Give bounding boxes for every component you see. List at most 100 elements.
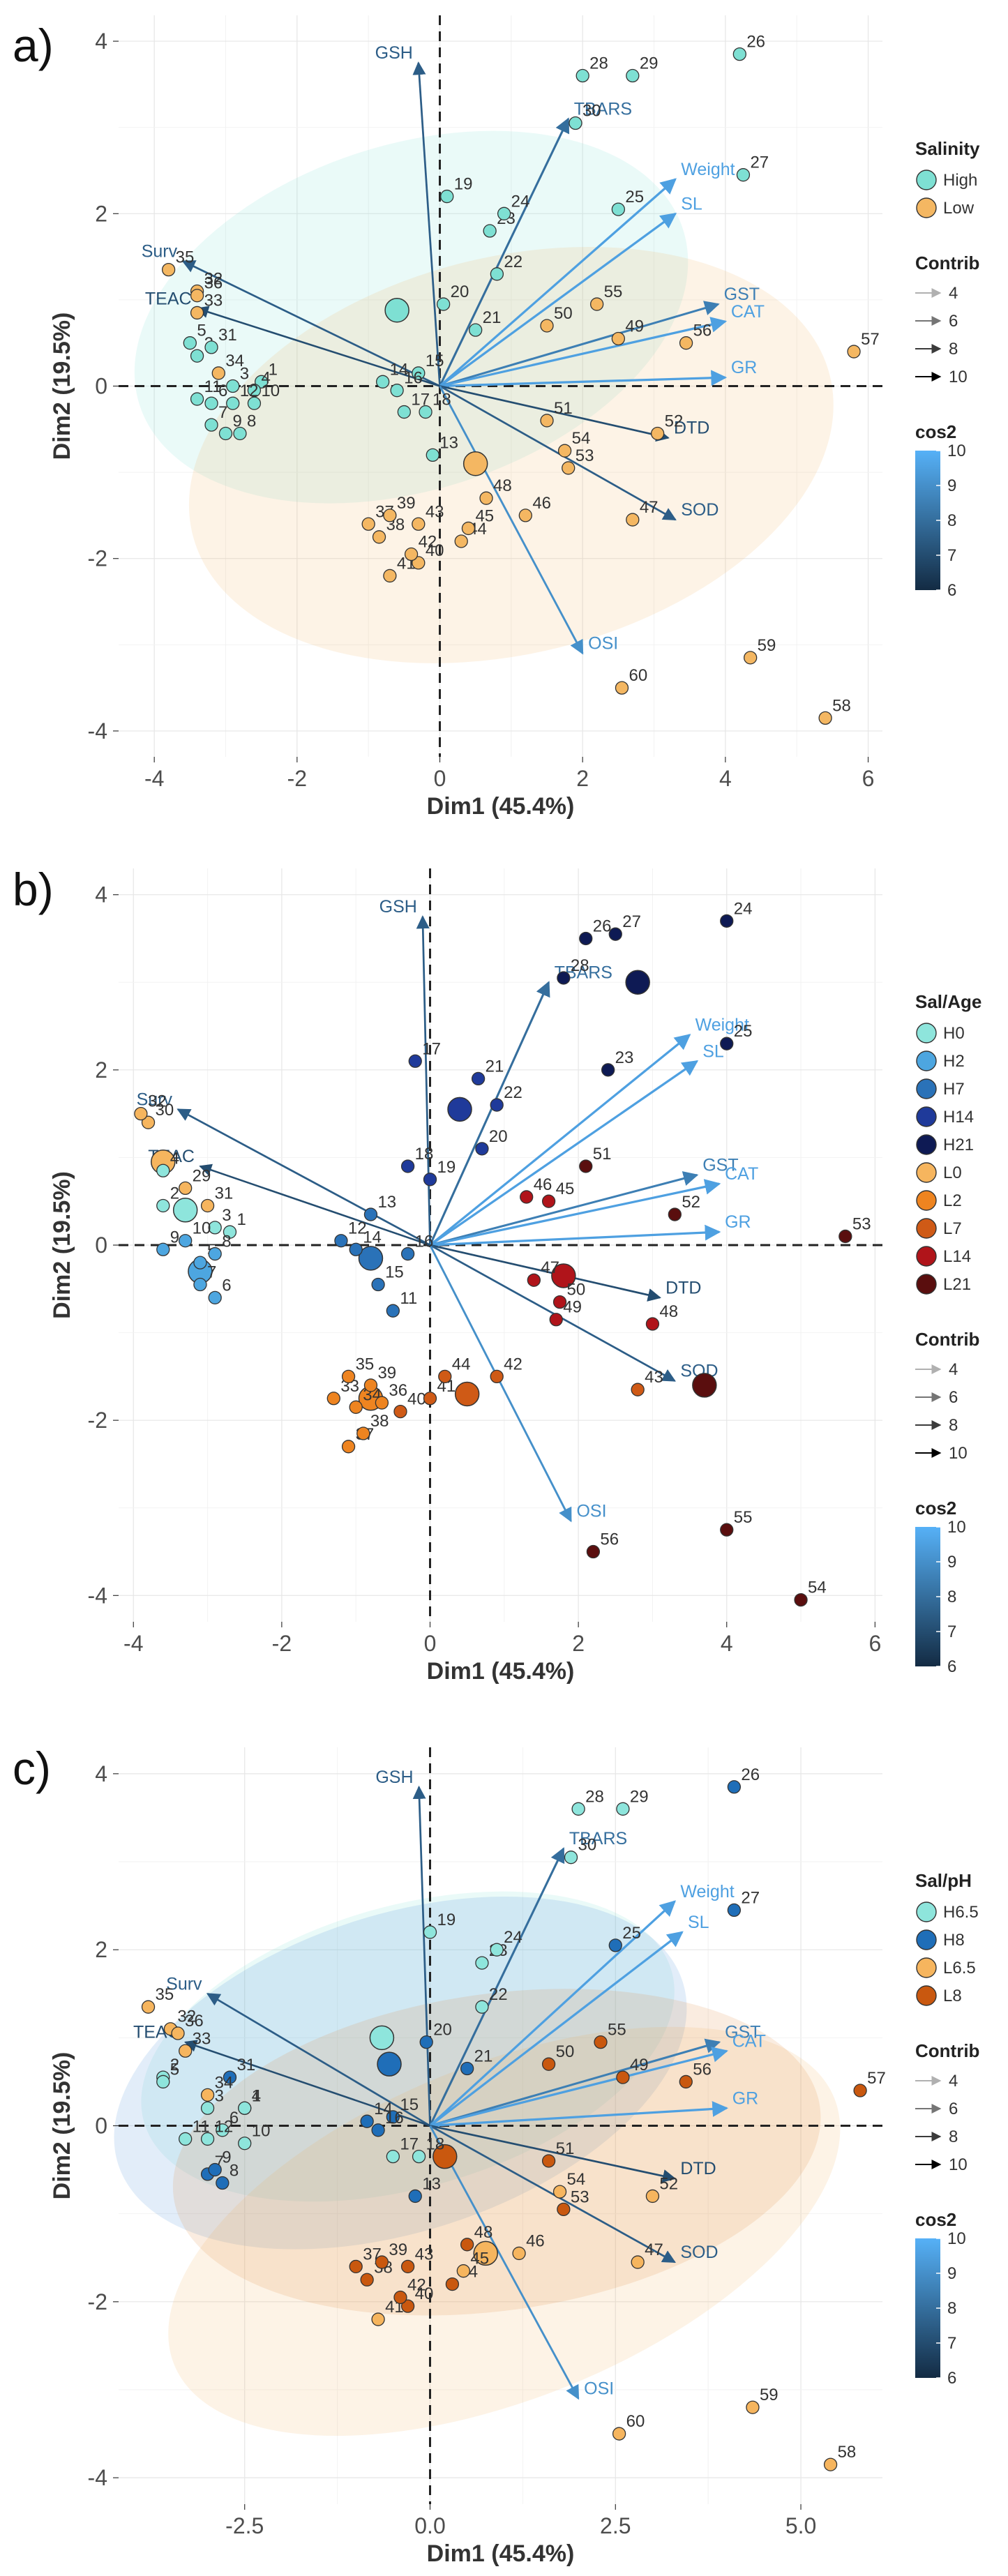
variable-label-surv: Surv <box>137 1090 173 1109</box>
data-point <box>847 345 861 359</box>
data-point <box>408 1054 422 1068</box>
data-point <box>393 2290 407 2305</box>
data-point <box>853 2084 867 2097</box>
variable-arrow-sl <box>429 1931 684 2127</box>
variable-arrow-weight <box>439 178 677 387</box>
data-point <box>375 375 390 389</box>
data-point-label: 18 <box>426 2135 445 2154</box>
data-point-label: 36 <box>389 1381 407 1400</box>
legend-cos2-title: cos2 <box>915 1498 956 1519</box>
variable-arrow-cat <box>439 317 728 388</box>
y-tick-label: 2 <box>95 1937 107 1962</box>
data-point-label: 48 <box>659 1302 678 1321</box>
data-point-label: 54 <box>567 2170 586 2189</box>
data-point-label: 6 <box>222 1276 231 1295</box>
legend-cos2-label: 7 <box>947 1622 956 1641</box>
data-point <box>423 1925 437 1939</box>
data-point-label: 23 <box>615 1048 634 1067</box>
variable-label-gst: GST <box>702 1156 738 1175</box>
data-point <box>490 1098 504 1112</box>
data-point <box>218 426 233 441</box>
x-tick-label: -4 <box>144 766 164 791</box>
data-point-label: 18 <box>432 391 451 409</box>
y-tick-label: 2 <box>95 201 107 226</box>
data-point <box>419 2035 433 2049</box>
data-point <box>386 1304 400 1318</box>
data-point <box>141 2000 156 2014</box>
legend-group-swatch <box>916 1929 937 1950</box>
data-point <box>552 1295 567 1309</box>
data-point <box>736 168 751 182</box>
data-point <box>208 1290 222 1304</box>
group-centroid-h8 <box>377 2051 402 2077</box>
data-point-label: 9 <box>222 2148 231 2167</box>
data-point <box>179 1234 193 1248</box>
group-centroid-h14 <box>447 1097 472 1122</box>
data-point <box>190 289 204 303</box>
data-point <box>552 2185 567 2199</box>
data-point-label: 59 <box>758 636 776 655</box>
panel-label: b) <box>13 864 54 915</box>
biplot-panel-c: c) GSHTBARSWeightSLGSTCATGRDTDSODOSISurvT… <box>13 1742 979 2567</box>
legend-group-label: H21 <box>943 1136 974 1154</box>
x-tick-label: 6 <box>868 1631 881 1656</box>
legend-contrib-label: 6 <box>949 312 958 331</box>
legend-group-label: L7 <box>943 1219 962 1238</box>
data-point-label: 17 <box>422 1039 441 1058</box>
data-point <box>579 1159 593 1173</box>
legend-group-swatch <box>916 1274 937 1295</box>
legend-group-swatch <box>916 1050 937 1071</box>
data-point-label: 2 <box>170 2056 179 2074</box>
data-point <box>645 1317 660 1331</box>
variable-arrow-tbars <box>439 117 570 387</box>
y-axis-label: Dim2 (19.5%) <box>49 312 75 460</box>
individual-points: 1234567891011121314151617181920212223242… <box>161 33 880 725</box>
data-point-label: 9 <box>170 1228 179 1246</box>
data-point-label: 31 <box>215 1184 234 1203</box>
data-point-label: 55 <box>608 2021 626 2040</box>
data-point <box>727 1903 742 1918</box>
data-point <box>156 1198 170 1213</box>
data-point <box>445 2277 460 2291</box>
variable-label-dtd: DTD <box>665 1278 701 1297</box>
variable-label-sl: SL <box>681 194 702 213</box>
variable-label-gsh: GSH <box>379 897 417 917</box>
data-point-label: 4 <box>261 369 270 388</box>
data-point <box>645 2189 660 2204</box>
confidence-ellipse-h6-5 <box>141 1891 675 2202</box>
data-point <box>571 1802 585 1816</box>
data-point-label: 29 <box>630 1787 649 1806</box>
data-point <box>233 426 247 441</box>
variable-arrow-sod <box>429 1244 676 1382</box>
variable-label-cat: CAT <box>731 302 765 322</box>
variable-label-surv: Surv <box>142 241 178 261</box>
legend-group-label: L8 <box>943 1987 962 2005</box>
data-point <box>744 651 758 665</box>
legend-group-swatch <box>916 1162 937 1183</box>
data-point <box>400 2299 415 2313</box>
legend-contrib-label: 4 <box>949 1360 958 1379</box>
x-tick-label: 2 <box>572 1631 585 1656</box>
legend-cos2-title: cos2 <box>915 2209 956 2230</box>
data-point <box>616 1802 630 1816</box>
data-point <box>360 2273 374 2287</box>
data-point <box>440 189 454 204</box>
legend-group-label: L6.5 <box>943 1959 976 1978</box>
data-point <box>483 224 497 238</box>
data-point <box>601 1063 615 1077</box>
data-point-label: 26 <box>593 917 612 935</box>
data-point-label: 60 <box>629 666 647 685</box>
data-point-label: 40 <box>415 2284 434 2303</box>
variable-arrow-gsh <box>416 915 431 1246</box>
data-point <box>412 366 426 380</box>
data-point <box>626 513 640 527</box>
y-tick-label: -4 <box>88 718 107 744</box>
data-point <box>375 2255 389 2269</box>
data-point <box>650 426 665 441</box>
data-point <box>423 1173 437 1187</box>
data-point <box>171 2026 185 2040</box>
legend-contrib-title: Contrib <box>915 2040 979 2061</box>
legend-group-label: L0 <box>943 1163 962 1182</box>
data-point <box>349 1400 363 1414</box>
